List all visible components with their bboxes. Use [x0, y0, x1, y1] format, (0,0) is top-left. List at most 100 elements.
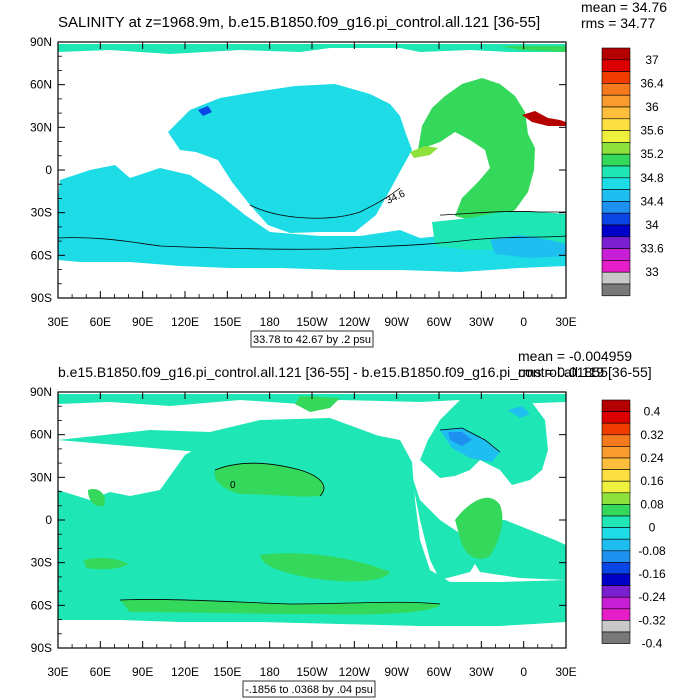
top-colorbar-label: 34.8 — [640, 171, 664, 185]
bottom-region-labrador-core — [448, 432, 472, 446]
top-lon-label: 30W — [469, 315, 494, 329]
top-colorbar-box — [601, 47, 631, 61]
bottom-lat-label: 30S — [31, 556, 52, 570]
top-lat-label: 60S — [31, 248, 52, 262]
top-lon-label: 90W — [384, 315, 409, 329]
bottom-colorbar-box — [601, 446, 631, 459]
top-colorbar-box — [601, 83, 631, 96]
top-lon-label: 150W — [296, 315, 328, 329]
top-colorbar-box — [601, 142, 631, 155]
bottom-lon-label: 30E — [555, 665, 576, 679]
top-lon-label: 60W — [427, 315, 452, 329]
top-lat-label: 30S — [31, 206, 52, 220]
bottom-region-tropical-pacific-positive — [260, 553, 390, 582]
bottom-region-pacific — [58, 428, 566, 626]
bottom-colorbar-label: 0.24 — [640, 451, 664, 465]
bottom-lat-label: 60N — [30, 428, 52, 442]
bottom-rms-label: rms = 0.01855 — [518, 364, 608, 380]
top-contour-southern — [58, 235, 566, 250]
top-lat-label: 60N — [30, 78, 52, 92]
top-colorbar-box — [601, 130, 631, 143]
top-colorbar-box — [601, 283, 631, 297]
bottom-lon-label: 60E — [90, 665, 111, 679]
bottom-lat-label: 90S — [31, 641, 52, 655]
bottom-region-arctic-green — [295, 396, 340, 412]
top-colorbar-label: 36 — [645, 100, 659, 114]
bottom-colorbar-box — [601, 573, 631, 586]
bottom-colorbar-box — [601, 550, 631, 563]
bottom-colorbar-label: -0.32 — [638, 613, 666, 627]
bottom-colorbar-label: -0.4 — [642, 637, 663, 651]
bottom-lat-label: 60S — [31, 598, 52, 612]
top-lon-label: 180 — [260, 315, 280, 329]
top-lat-label: 90S — [31, 291, 52, 305]
bottom-colorbar-box — [601, 399, 631, 412]
bottom-colorbar-box — [601, 434, 631, 447]
bottom-lon-label: 120E — [171, 665, 199, 679]
bottom-lon-label: 150W — [296, 665, 328, 679]
top-colorbar-box — [601, 236, 631, 249]
top-colorbar-label: 35.2 — [640, 147, 664, 161]
bottom-colorbar-label: 0.16 — [640, 474, 664, 488]
top-colorbar-box — [601, 106, 631, 120]
bottom-lon-label: 30W — [469, 665, 494, 679]
top-panel: SALINITY at z=1968.9m, b.e15.B1850.f09_g… — [30, 0, 667, 348]
bottom-lon-label: 60W — [427, 665, 452, 679]
bottom-colorbar-box — [601, 608, 631, 621]
top-region-caribbean — [410, 146, 438, 158]
top-lon-label: 30E — [47, 315, 68, 329]
bottom-colorbar-label: -0.16 — [638, 567, 666, 581]
bottom-colorbar-box — [601, 631, 631, 644]
bottom-title: b.e15.B1850.f09_g16.pi_control.all.121 [… — [58, 364, 652, 380]
top-region-atlantic — [418, 78, 535, 220]
top-colorbar-label: 33 — [645, 265, 659, 279]
top-colorbar-box — [601, 165, 631, 179]
bottom-region-atlantic-positive — [455, 497, 503, 559]
top-lon-label: 120E — [171, 315, 199, 329]
bottom-colorbar-box — [601, 480, 631, 494]
top-lon-label: 120W — [339, 315, 371, 329]
bottom-colorbar-box — [601, 538, 631, 552]
bottom-lon-label: 180 — [260, 665, 280, 679]
bottom-info-box-text: -.1856 to .0368 by .04 psu — [245, 684, 373, 696]
bottom-colorbar-box — [601, 562, 631, 575]
bottom-contour-label: 0 — [230, 480, 236, 491]
bottom-colorbar-label: -0.24 — [638, 590, 666, 604]
top-region-okhotsk — [198, 106, 212, 116]
top-colorbar-label: 34.4 — [640, 194, 664, 208]
top-colorbar-box — [601, 153, 631, 167]
top-colorbar-box — [601, 224, 631, 238]
top-colorbar-box — [601, 59, 631, 72]
top-contour-pacific — [249, 187, 401, 219]
bottom-lon-label: 30E — [47, 665, 68, 679]
bottom-region-irminger — [508, 406, 530, 418]
top-mean-label: mean = 34.76 — [581, 0, 667, 15]
bottom-colorbar-box — [601, 457, 631, 470]
top-colorbar-box — [601, 118, 631, 131]
bottom-colorbar-label: 0.4 — [644, 405, 661, 419]
bottom-info-box — [242, 680, 376, 698]
bottom-colorbar-box — [601, 492, 631, 505]
bottom-colorbar-box — [601, 515, 631, 528]
bottom-panel: b.e15.B1850.f09_g16.pi_control.all.121 [… — [30, 348, 666, 698]
bottom-contour-3 — [439, 427, 501, 453]
bottom-colorbar-label: 0 — [649, 521, 656, 535]
bottom-lat-label: 90N — [30, 385, 52, 399]
top-colorbar-box — [601, 71, 631, 84]
top-colorbar-box — [601, 189, 631, 202]
bottom-colorbar-box — [601, 469, 631, 482]
bottom-colorbar-label: 0.32 — [640, 428, 664, 442]
top-colorbar-box — [601, 94, 631, 108]
top-lon-label: 30E — [555, 315, 576, 329]
bottom-colorbar-box — [601, 620, 631, 633]
top-map-field: 34.6 — [58, 44, 566, 272]
top-lon-label: 150E — [213, 315, 241, 329]
bottom-region-southern-positive — [120, 599, 440, 615]
top-info-box-text: 33.78 to 42.67 by .2 psu — [253, 334, 371, 346]
bottom-colorbar-box — [601, 596, 631, 610]
top-title: SALINITY at z=1968.9m, b.e15.B1850.f09_g… — [58, 14, 540, 31]
top-axis-ticks: 90N 60N 30N 0 30S 60S 90S 30E 60E 90E 120E 150E 180 1… — [30, 35, 577, 329]
bottom-region-north-pacific-positive — [214, 463, 324, 497]
bottom-colorbar-box — [601, 504, 631, 517]
